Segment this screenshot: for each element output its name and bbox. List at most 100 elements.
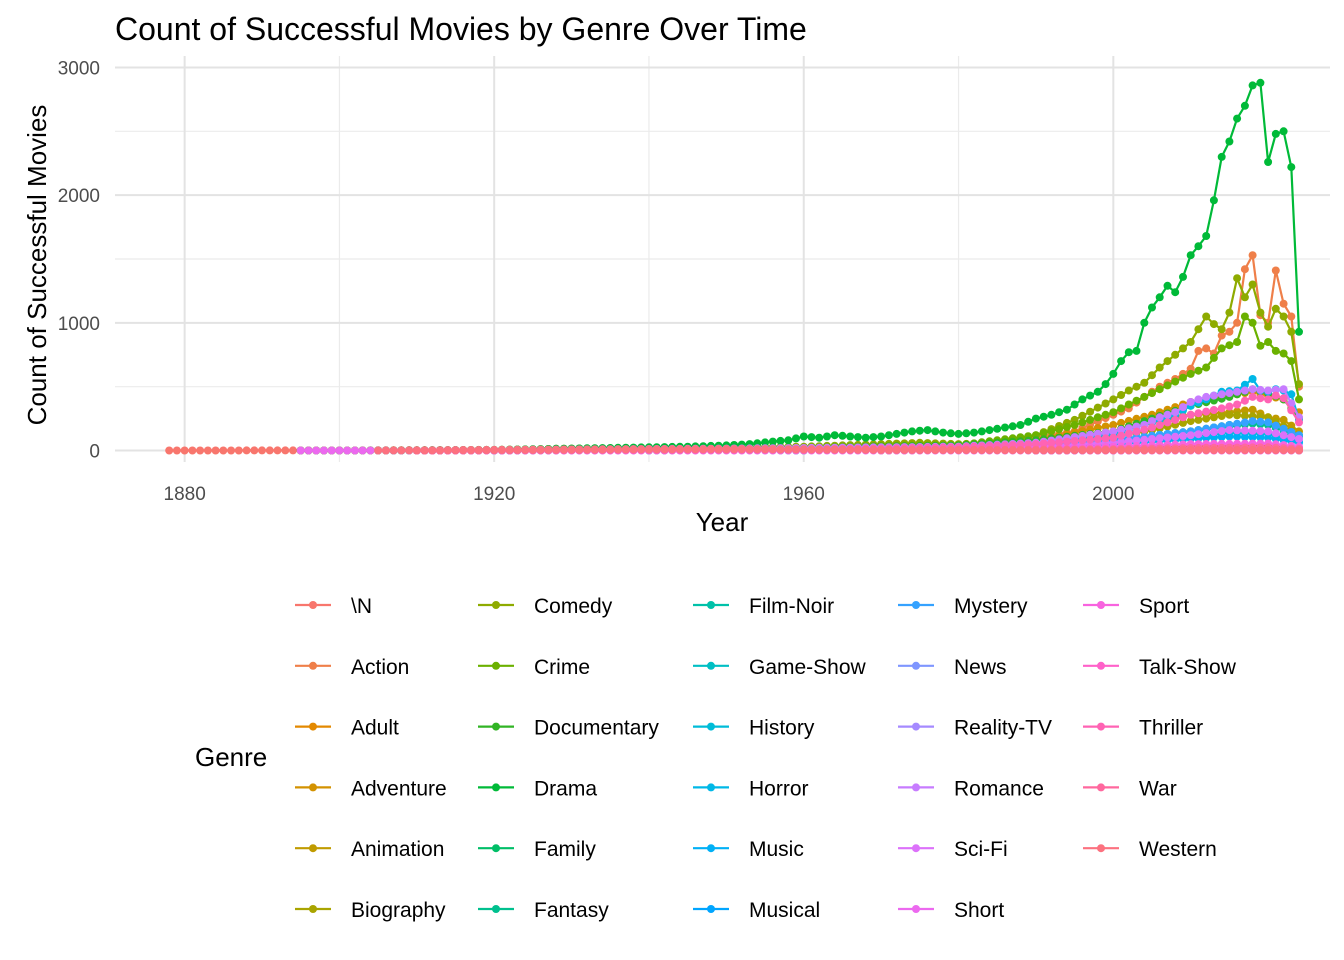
data-point bbox=[915, 426, 924, 435]
legend-key-point bbox=[912, 661, 920, 670]
legend-label: Action bbox=[351, 656, 409, 679]
data-point bbox=[1233, 419, 1242, 428]
legend-label: Game-Show bbox=[749, 656, 867, 679]
data-point bbox=[436, 446, 444, 455]
data-point bbox=[1264, 158, 1273, 166]
data-point bbox=[196, 446, 205, 455]
data-point bbox=[1186, 338, 1195, 346]
legend-item: Horror bbox=[693, 777, 809, 800]
data-point bbox=[815, 433, 824, 442]
data-point bbox=[1124, 446, 1133, 455]
data-point bbox=[1240, 265, 1249, 274]
data-point bbox=[242, 446, 251, 455]
legend-label: \N bbox=[351, 595, 372, 618]
legend-key-point bbox=[309, 905, 317, 913]
legend-label: News bbox=[954, 656, 1007, 679]
data-point bbox=[1225, 341, 1234, 350]
data-point bbox=[1186, 431, 1195, 440]
data-point bbox=[823, 445, 831, 454]
data-point bbox=[1155, 434, 1164, 443]
y-tick-label: 1000 bbox=[58, 314, 100, 335]
legend-key-point bbox=[912, 844, 920, 853]
data-point bbox=[1171, 408, 1180, 417]
legend-item: Crime bbox=[478, 656, 590, 679]
data-point bbox=[823, 432, 831, 441]
x-tick-label: 2000 bbox=[1092, 484, 1134, 505]
data-point bbox=[1148, 417, 1156, 426]
data-point bbox=[281, 446, 290, 455]
data-point bbox=[1117, 357, 1126, 366]
data-point bbox=[1078, 418, 1087, 427]
data-point bbox=[1287, 446, 1296, 455]
legend-label: Documentary bbox=[534, 717, 659, 740]
data-point bbox=[1132, 382, 1141, 391]
legend-item: Documentary bbox=[478, 717, 659, 740]
data-point bbox=[838, 445, 847, 454]
data-point bbox=[1287, 163, 1296, 172]
data-point bbox=[853, 445, 862, 454]
data-point bbox=[1225, 410, 1234, 419]
data-point bbox=[304, 446, 313, 455]
data-point bbox=[1256, 78, 1265, 87]
data-point bbox=[1248, 392, 1257, 401]
data-point bbox=[1124, 386, 1133, 395]
data-point bbox=[846, 445, 855, 454]
data-point bbox=[1209, 196, 1218, 205]
data-point bbox=[1256, 385, 1265, 394]
data-point bbox=[1163, 357, 1172, 366]
data-point bbox=[1287, 406, 1296, 415]
data-point bbox=[877, 432, 886, 441]
data-point bbox=[1248, 385, 1257, 394]
legend-key-point bbox=[912, 601, 920, 609]
data-point bbox=[1279, 127, 1288, 136]
data-point bbox=[1101, 446, 1110, 455]
data-point bbox=[1202, 414, 1211, 423]
data-point bbox=[1039, 439, 1048, 448]
data-point bbox=[1140, 446, 1149, 455]
legend-label: Romance bbox=[954, 777, 1044, 800]
data-point bbox=[1140, 378, 1149, 387]
data-point bbox=[1101, 399, 1110, 408]
data-point bbox=[1171, 350, 1180, 359]
data-point bbox=[1171, 446, 1180, 455]
data-point bbox=[1062, 405, 1071, 414]
y-tick-label: 2000 bbox=[58, 186, 100, 207]
data-point bbox=[590, 445, 599, 454]
data-point bbox=[1264, 418, 1273, 427]
legend-label: Fantasy bbox=[534, 899, 609, 922]
data-point bbox=[1039, 412, 1048, 421]
data-point bbox=[1279, 312, 1288, 321]
data-point bbox=[1055, 446, 1064, 455]
legend-key-point bbox=[1097, 601, 1105, 609]
data-point bbox=[1186, 417, 1195, 426]
data-point bbox=[1248, 405, 1257, 414]
data-point bbox=[451, 446, 460, 455]
data-point bbox=[730, 445, 739, 453]
legend-key-point bbox=[912, 905, 920, 913]
data-point bbox=[706, 445, 715, 453]
data-point bbox=[1140, 425, 1149, 434]
data-point bbox=[1140, 435, 1149, 444]
data-point bbox=[1233, 411, 1242, 420]
data-point bbox=[722, 445, 731, 453]
data-point bbox=[1217, 325, 1226, 334]
data-point bbox=[1155, 293, 1164, 302]
data-point bbox=[1225, 446, 1234, 455]
data-point bbox=[1271, 429, 1280, 438]
data-point bbox=[939, 428, 948, 437]
data-point bbox=[1194, 346, 1203, 355]
data-point bbox=[1264, 446, 1273, 454]
data-point bbox=[977, 446, 986, 455]
data-point bbox=[381, 446, 390, 455]
data-point bbox=[1186, 369, 1195, 378]
data-point bbox=[1047, 427, 1056, 436]
data-point bbox=[799, 432, 808, 441]
data-point bbox=[1086, 435, 1095, 444]
data-point bbox=[1047, 446, 1056, 455]
data-point bbox=[1155, 363, 1164, 372]
data-point bbox=[1225, 432, 1234, 441]
data-point bbox=[1148, 423, 1156, 432]
data-point bbox=[1124, 348, 1133, 357]
data-point bbox=[1055, 425, 1064, 434]
data-point bbox=[1179, 413, 1187, 422]
